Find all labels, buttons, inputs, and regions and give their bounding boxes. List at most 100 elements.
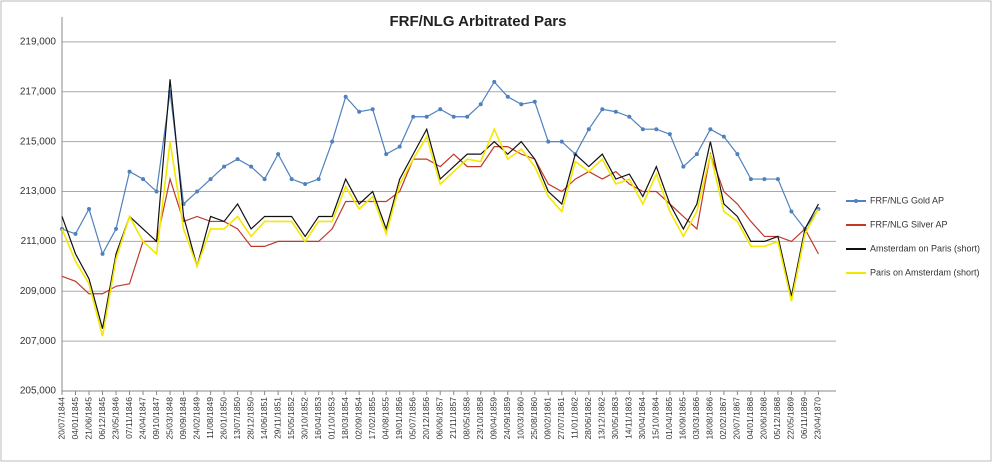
x-tick-label: 05/12/1868 [772, 397, 782, 440]
series-marker [519, 102, 524, 107]
x-tick-label: 30/05/1863 [610, 397, 620, 440]
series-marker [546, 139, 551, 144]
x-tick-label: 06/06/1857 [434, 397, 444, 440]
y-tick-label: 205,000 [20, 386, 57, 397]
y-tick-label: 215,000 [20, 136, 57, 147]
x-tick-label: 11/01/1862 [570, 397, 580, 439]
x-tick-label: 22/05/1869 [786, 397, 796, 440]
x-tick-label: 24/04/1847 [137, 397, 147, 440]
series-marker [721, 134, 726, 139]
legend-label: Amsterdam on Paris (short) [870, 243, 980, 253]
x-tick-label: 10/03/1860 [516, 397, 526, 440]
y-tick-label: 211,000 [21, 236, 57, 247]
series-marker [141, 177, 146, 182]
series-marker [154, 189, 159, 194]
x-tick-label: 16/09/1865 [678, 397, 688, 440]
series-marker [424, 114, 429, 119]
series-marker [384, 152, 389, 157]
series-marker [235, 157, 240, 162]
series-marker [654, 127, 659, 132]
x-tick-label: 09/10/1847 [151, 397, 161, 440]
x-tick-label: 24/09/1859 [502, 397, 512, 440]
series-line [61, 127, 820, 337]
series-marker [735, 152, 740, 157]
x-tick-label: 29/11/1851 [272, 397, 282, 439]
series-marker [465, 114, 470, 119]
x-tick-label: 26/01/1850 [218, 397, 228, 440]
chart-title: FRF/NLG Arbitrated Pars [390, 13, 567, 30]
x-tick-label: 05/07/1856 [407, 397, 417, 440]
series-marker [492, 79, 497, 84]
series-marker [397, 144, 402, 149]
y-tick-label: 207,000 [20, 336, 57, 347]
x-tick-label: 25/03/1848 [164, 397, 174, 440]
series-marker [640, 127, 645, 132]
series-marker [114, 226, 119, 231]
x-tick-label: 15/05/1852 [286, 397, 296, 440]
y-tick-label: 209,000 [20, 286, 57, 297]
x-tick-label: 25/08/1860 [529, 397, 539, 440]
series-marker [451, 114, 456, 119]
x-tick-label: 18/08/1866 [705, 397, 715, 440]
x-tick-label: 21/11/1857 [448, 397, 458, 439]
series-marker [73, 231, 78, 236]
series-marker [222, 164, 227, 169]
series-marker [600, 107, 605, 112]
series-marker [303, 182, 308, 187]
y-tick-label: 219,000 [20, 37, 57, 48]
series-marker [262, 177, 267, 182]
series-marker [559, 139, 564, 144]
series-marker [208, 177, 213, 182]
series-marker [775, 177, 780, 182]
x-tick-label: 23/05/1846 [110, 397, 120, 440]
legend-marker [854, 199, 858, 203]
series-marker [532, 99, 537, 104]
series-marker [613, 109, 618, 114]
x-tick-label: 03/03/1866 [691, 397, 701, 440]
x-tick-label: 20/12/1856 [421, 397, 431, 440]
x-tick-label: 06/11/1869 [799, 397, 809, 439]
series-marker [357, 109, 362, 114]
x-tick-label: 18/03/1854 [340, 397, 350, 440]
x-tick-label: 23/04/1870 [813, 397, 823, 440]
series-marker [762, 177, 767, 182]
x-tick-label: 14/11/1863 [624, 397, 634, 439]
series-marker [195, 189, 200, 194]
series-marker [289, 177, 294, 182]
series-marker [681, 164, 686, 169]
y-tick-label: 213,000 [20, 186, 57, 197]
series-marker [370, 107, 375, 112]
legend-label: FRF/NLG Gold AP [870, 195, 944, 205]
series-marker [100, 251, 105, 256]
x-tick-label: 04/08/1855 [380, 397, 390, 440]
x-tick-label: 09/09/1848 [178, 397, 188, 440]
series-marker [478, 102, 483, 107]
series-line [61, 79, 819, 329]
x-tick-label: 14/06/1851 [259, 397, 269, 440]
x-tick-label: 27/07/1861 [556, 397, 566, 440]
series-marker [694, 152, 699, 157]
x-tick-label: 30/10/1852 [299, 397, 309, 440]
x-tick-label: 11/08/1849 [205, 397, 215, 439]
series-marker [316, 177, 321, 182]
y-tick-label: 217,000 [20, 86, 57, 97]
x-tick-label: 08/05/1858 [461, 397, 471, 440]
x-tick-label: 01/10/1853 [326, 397, 336, 440]
x-tick-label: 02/02/1867 [718, 397, 728, 440]
series-marker [667, 132, 672, 137]
x-tick-label: 13/12/1862 [597, 397, 607, 440]
series-marker [411, 114, 416, 119]
x-tick-label: 09/04/1859 [489, 397, 499, 440]
series-marker [249, 164, 254, 169]
series-marker [708, 127, 713, 132]
x-tick-label: 06/12/1845 [97, 397, 107, 440]
x-tick-label: 20/07/1844 [56, 397, 66, 440]
series-marker [276, 152, 281, 157]
x-tick-label: 23/10/1858 [475, 397, 485, 440]
series-marker [789, 209, 794, 214]
x-tick-label: 04/01/1845 [70, 397, 80, 440]
series-marker [505, 94, 510, 99]
x-tick-label: 02/09/1854 [353, 397, 363, 440]
